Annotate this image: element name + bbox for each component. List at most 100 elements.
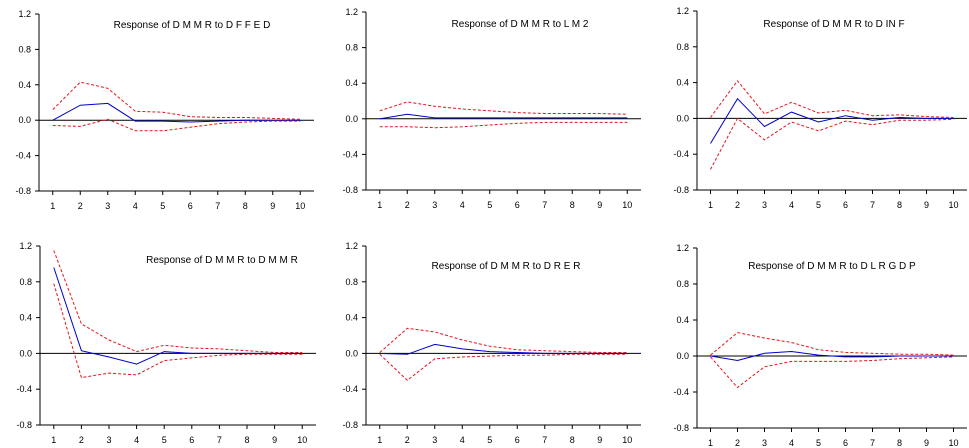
x-tick-label: 6 — [189, 435, 194, 445]
x-tick-label: 2 — [405, 200, 410, 210]
x-tick-label: 7 — [870, 200, 875, 210]
x-tick-label: 10 — [295, 201, 305, 211]
y-tick-label: 1.2 — [676, 6, 689, 16]
y-tick-label: 0.8 — [676, 279, 689, 289]
x-tick-label: 10 — [622, 435, 632, 445]
confidence-band-lower — [379, 353, 628, 381]
x-tick-label: 7 — [215, 201, 220, 211]
y-tick-label: 1.2 — [345, 241, 358, 251]
x-tick-label: 8 — [897, 200, 902, 210]
response-line — [379, 343, 628, 355]
y-tick-label: 0.4 — [345, 78, 358, 88]
y-tick-label: -0.4 — [673, 387, 689, 397]
x-tick-label: 4 — [460, 200, 465, 210]
x-tick-label: 1 — [708, 438, 713, 448]
x-tick-label: 8 — [570, 435, 575, 445]
x-tick-label: 1 — [377, 435, 382, 445]
x-tick-label: 1 — [51, 435, 56, 445]
x-tick-label: 4 — [789, 200, 794, 210]
x-tick-label: 7 — [870, 438, 875, 448]
x-tick-label: 1 — [708, 200, 713, 210]
confidence-band-upper — [379, 101, 628, 115]
x-tick-label: 2 — [735, 200, 740, 210]
y-tick-label: 1.2 — [345, 7, 358, 17]
y-tick-label: 1.2 — [676, 243, 689, 253]
x-tick-label: 9 — [272, 435, 277, 445]
confidence-band-upper — [710, 79, 954, 118]
y-tick-label: -0.4 — [342, 149, 358, 159]
x-tick-label: 3 — [105, 201, 110, 211]
y-tick-label: -0.8 — [342, 185, 358, 195]
confidence-band-lower — [710, 356, 954, 389]
y-tick-label: 0.0 — [345, 114, 358, 124]
response-line — [379, 113, 628, 120]
y-tick-label: -0.4 — [673, 149, 689, 159]
panel-5: 1.2 0.8 0.4 0.0 -0.4 -0.8 1 2 3 4 5 6 7 8 9 10 Response … — [342, 241, 641, 445]
panel-title: Response of D M M R to D IN F — [763, 19, 904, 30]
x-tick-label: 6 — [843, 438, 848, 448]
panel-1: 1.2 0.8 0.4 0.0 -0.4 -0.8 1 2 3 4 5 6 7 8 9 10 Response … — [15, 9, 314, 211]
y-tick-label: 0.4 — [676, 78, 689, 88]
x-tick-label: 6 — [188, 201, 193, 211]
y-tick-label: 0.8 — [345, 277, 358, 287]
y-tick-label: 0.0 — [18, 115, 31, 125]
x-tick-label: 8 — [244, 435, 249, 445]
panel-4: 1.2 0.8 0.4 0.0 -0.4 -0.8 1 2 3 4 5 6 7 8 9 10 Response … — [16, 241, 316, 445]
x-tick-label: 2 — [405, 435, 410, 445]
y-tick-label: 0.8 — [19, 277, 32, 287]
x-tick-label: 9 — [924, 200, 929, 210]
x-tick-label: 5 — [162, 435, 167, 445]
x-tick-label: 1 — [50, 201, 55, 211]
confidence-band-upper — [710, 332, 954, 356]
y-tick-label: 1.2 — [19, 241, 32, 251]
confidence-band-upper — [52, 81, 301, 120]
x-tick-label: 5 — [160, 201, 165, 211]
response-line — [710, 97, 954, 144]
x-tick-label: 5 — [487, 435, 492, 445]
y-tick-label: -0.8 — [673, 423, 689, 433]
y-tick-label: 0.0 — [345, 348, 358, 358]
y-tick-label: 0.4 — [19, 313, 32, 323]
x-tick-label: 2 — [78, 201, 83, 211]
y-tick-label: 0.0 — [19, 348, 32, 358]
panel-title: Response of D M M R to L M 2 — [452, 19, 589, 30]
y-tick-label: 0.8 — [676, 42, 689, 52]
response-line — [52, 102, 301, 123]
response-line — [53, 267, 303, 365]
panel-title: Response of D M M R to D L R G D P — [748, 261, 916, 272]
y-tick-label: 0.8 — [345, 43, 358, 53]
x-tick-label: 3 — [432, 200, 437, 210]
x-tick-label: 8 — [897, 438, 902, 448]
y-tick-label: 0.4 — [18, 80, 31, 90]
confidence-band-lower — [53, 283, 303, 379]
y-tick-label: -0.8 — [673, 185, 689, 195]
x-tick-label: 10 — [297, 435, 307, 445]
y-tick-label: 0.8 — [18, 44, 31, 54]
y-tick-label: -0.8 — [15, 186, 31, 196]
panel-6: 1.2 0.8 0.4 0.0 -0.4 -0.8 1 2 3 4 5 6 7 8 9 10 Response … — [673, 243, 967, 448]
x-tick-label: 2 — [735, 438, 740, 448]
x-tick-label: 4 — [460, 435, 465, 445]
confidence-band-upper — [379, 327, 628, 353]
x-tick-label: 9 — [597, 200, 602, 210]
x-tick-label: 9 — [270, 201, 275, 211]
x-tick-label: 5 — [816, 438, 821, 448]
x-tick-label: 9 — [597, 435, 602, 445]
y-tick-label: -0.4 — [15, 151, 31, 161]
x-tick-label: 7 — [542, 435, 547, 445]
x-tick-label: 3 — [106, 435, 111, 445]
x-tick-label: 10 — [948, 200, 958, 210]
y-tick-label: -0.4 — [342, 384, 358, 394]
panel-3: 1.2 0.8 0.4 0.0 -0.4 -0.8 1 2 3 4 5 6 7 8 9 10 Response … — [673, 6, 967, 210]
x-tick-label: 8 — [243, 201, 248, 211]
confidence-band-upper — [53, 250, 303, 353]
response-line — [710, 350, 954, 362]
y-tick-label: 0.0 — [676, 113, 689, 123]
panel-title: Response of D M M R to D R E R — [432, 261, 581, 272]
x-tick-label: 3 — [762, 200, 767, 210]
x-tick-label: 4 — [133, 201, 138, 211]
x-tick-label: 9 — [924, 438, 929, 448]
y-tick-label: -0.8 — [16, 420, 32, 430]
x-tick-label: 6 — [843, 200, 848, 210]
